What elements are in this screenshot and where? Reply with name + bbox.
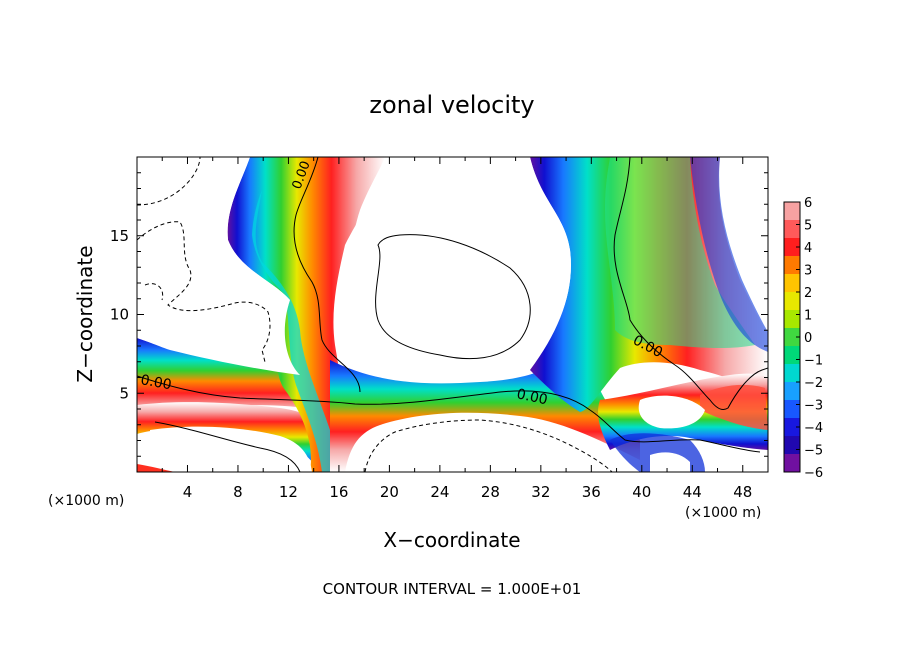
contour-label-center: 0.00 — [515, 386, 549, 408]
colorbar-segment — [784, 346, 800, 365]
field-band-right-plume-core — [605, 157, 755, 349]
x-tick-label: 40 — [632, 483, 651, 501]
x-tick-label: 24 — [430, 483, 449, 501]
contour-negative-bottom-pocket — [364, 419, 613, 472]
colorbar-label: 0 — [804, 331, 812, 346]
contour-zero-left-band — [137, 375, 761, 453]
colorbar-segment — [784, 256, 800, 275]
chart-title: zonal velocity — [369, 91, 534, 119]
contour-zero-right-plume — [613, 157, 768, 411]
colorbar-label: 6 — [804, 196, 812, 211]
contour-interval-note: CONTOUR INTERVAL = 1.000E+01 — [323, 580, 582, 598]
contour-negative-left-lobe — [144, 283, 164, 301]
colorbar-label: −5 — [804, 444, 823, 459]
x-axis-unit-left: (×1000 m) — [48, 493, 124, 509]
x-axis-label: X−coordinate — [383, 528, 520, 552]
contour-zero-left-column — [293, 157, 361, 393]
field-white-bottom-pocket — [360, 415, 610, 472]
colorbar-label: −4 — [804, 421, 823, 436]
colorbar-segment — [784, 364, 800, 383]
contour-positive-bottom-left — [154, 421, 301, 472]
x-axis-unit-right: (×1000 m) — [685, 505, 761, 521]
field-band-red-pocket-2 — [638, 395, 705, 429]
colorbar-segment — [784, 202, 800, 221]
field-band-right-plume-edge — [690, 157, 768, 352]
contour-positive-eddy — [375, 234, 531, 360]
contour-label-left-band: 0.00 — [139, 372, 172, 393]
colorbar-label: 1 — [804, 309, 812, 324]
field-band-red-pocket-1 — [700, 384, 768, 430]
colorbar-label: 2 — [804, 286, 812, 301]
colorbar-segment — [784, 274, 800, 293]
contour-lines — [137, 157, 768, 472]
x-tick-label: 32 — [531, 483, 550, 501]
colorbar-segment — [784, 310, 800, 329]
field-band-bottom-left — [137, 402, 345, 472]
contour-negative-upper-left — [137, 157, 201, 206]
colorbar-segment — [784, 436, 800, 455]
x-tick-label: 8 — [233, 483, 243, 501]
x-tick-label: 28 — [481, 483, 500, 501]
field-band-left-column-core — [252, 190, 335, 472]
y-tick-label: 15 — [110, 227, 129, 245]
x-tick-label: 4 — [183, 483, 193, 501]
x-tick-label: 16 — [329, 483, 348, 501]
field-white-bottom-left-pocket — [150, 426, 312, 472]
colorbar-segment — [784, 418, 800, 437]
field-band-red-pocket-3 — [650, 452, 690, 472]
y-axis: 5 10 15 — [110, 172, 768, 457]
x-tick-label: 12 — [279, 483, 298, 501]
y-tick-label: 5 — [119, 384, 129, 402]
colorbar-label: −6 — [804, 466, 823, 481]
colorbar-label: 3 — [804, 264, 812, 279]
colorbar-label: −1 — [804, 354, 823, 369]
x-axis: 4 8 12 16 20 24 28 32 36 40 44 48 — [161, 157, 752, 501]
x-tick-label: 44 — [683, 483, 702, 501]
colorbar-label: −2 — [804, 376, 823, 391]
x-tick-label: 36 — [582, 483, 601, 501]
velocity-field — [137, 157, 768, 472]
colorbar-segment — [784, 292, 800, 311]
colorbar-label: 5 — [804, 219, 812, 234]
colorbar-segment — [784, 454, 800, 473]
colorbar: 6 5 4 3 2 1 0 −1 −2 −3 −4 −5 −6 — [783, 196, 823, 481]
colorbar-segment — [784, 400, 800, 419]
colorbar-segment — [784, 382, 800, 401]
field-white-upper-center — [348, 157, 571, 376]
colorbar-label: 4 — [804, 241, 812, 256]
colorbar-segment — [784, 220, 800, 239]
y-tick-label: 10 — [110, 306, 129, 324]
x-tick-label: 20 — [380, 483, 399, 501]
y-axis-label: Z−coordinate — [73, 245, 97, 382]
field-band-left-column — [227, 157, 385, 472]
colorbar-label: −3 — [804, 399, 823, 414]
contour-negative-left-inner — [137, 221, 271, 363]
colorbar-segment — [784, 238, 800, 257]
colorbar-segment — [784, 328, 800, 347]
x-tick-label: 48 — [733, 483, 752, 501]
field-band-bottom-corner — [137, 464, 175, 472]
field-white-upper-left — [137, 157, 300, 375]
